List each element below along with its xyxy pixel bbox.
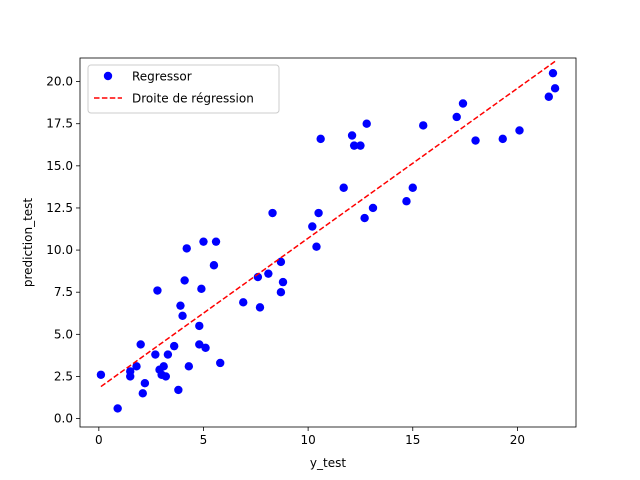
y-axis-ticks: 0.0 2.5 5.0 7.5 10.0 12.5 15.0 17.5 20.0 bbox=[46, 75, 80, 426]
regressor-point bbox=[140, 378, 150, 388]
regressor-point bbox=[184, 362, 194, 371]
regressor-point bbox=[278, 277, 288, 287]
regressor-point bbox=[362, 119, 371, 128]
regressor-point bbox=[268, 208, 277, 218]
legend-label-regression-line: Droite de régression bbox=[132, 92, 254, 106]
regressor-point bbox=[471, 136, 480, 145]
y-tick-label: 17.5 bbox=[46, 117, 73, 131]
x-tick-label: 5 bbox=[200, 433, 208, 447]
regressor-point bbox=[408, 183, 417, 192]
regressor-point bbox=[174, 385, 183, 395]
regressor-point bbox=[209, 261, 219, 270]
regressor-point bbox=[264, 269, 273, 278]
regressor-point bbox=[339, 183, 348, 192]
regressor-point bbox=[197, 284, 206, 294]
regressor-point bbox=[239, 298, 248, 307]
regressor-point bbox=[159, 362, 168, 371]
x-tick-label: 10 bbox=[300, 433, 315, 447]
regressor-point bbox=[419, 121, 428, 130]
regression-line bbox=[100, 60, 556, 388]
regressor-point bbox=[163, 350, 173, 359]
regressor-point bbox=[347, 131, 357, 140]
regressor-point bbox=[199, 237, 208, 246]
regressor-point bbox=[195, 321, 204, 331]
regressor-point bbox=[216, 358, 225, 368]
regressor-point bbox=[316, 134, 325, 144]
regressor-point bbox=[356, 141, 365, 150]
regressor-point bbox=[161, 372, 171, 381]
y-tick-label: 15.0 bbox=[46, 159, 73, 173]
y-tick-label: 12.5 bbox=[46, 201, 73, 215]
regressor-point bbox=[201, 343, 210, 353]
x-tick-label: 0 bbox=[95, 433, 103, 447]
regressor-point bbox=[402, 197, 411, 206]
regressor-point bbox=[368, 203, 378, 213]
regressor-point bbox=[153, 286, 162, 295]
regressor-point bbox=[544, 92, 553, 101]
regressor-point bbox=[169, 341, 179, 351]
regressor-point bbox=[498, 134, 507, 144]
y-tick-label: 2.5 bbox=[54, 369, 73, 383]
regressor-point bbox=[96, 370, 106, 379]
regressor-point bbox=[458, 99, 468, 108]
regressor-point bbox=[195, 340, 204, 349]
legend: Regressor Droite de régression bbox=[87, 64, 280, 114]
regressor-point bbox=[182, 244, 191, 253]
regressor-point bbox=[126, 367, 135, 376]
y-tick-label: 0.0 bbox=[54, 412, 73, 426]
regressor-point bbox=[515, 126, 524, 135]
regressor-point bbox=[151, 350, 160, 359]
regressor-point bbox=[349, 141, 359, 150]
regressor-point bbox=[550, 84, 560, 93]
regressor-point bbox=[138, 389, 147, 398]
regressor-point bbox=[136, 340, 145, 349]
x-tick-label: 15 bbox=[405, 433, 420, 447]
regressor-point bbox=[180, 276, 189, 285]
regressor-point bbox=[255, 303, 265, 312]
regressor-point bbox=[178, 311, 187, 320]
regressor-point bbox=[132, 362, 141, 371]
regressor-point bbox=[314, 208, 323, 218]
regressor-point bbox=[308, 222, 317, 231]
legend-label-regressor: Regressor bbox=[132, 70, 192, 84]
y-tick-label: 5.0 bbox=[54, 327, 73, 341]
legend-box bbox=[87, 64, 280, 114]
regressor-point bbox=[452, 112, 461, 122]
y-tick-label: 20.0 bbox=[46, 75, 73, 89]
legend-marker-regressor bbox=[103, 71, 113, 81]
x-tick-label: 20 bbox=[510, 433, 525, 447]
y-axis-label: prediction_test bbox=[21, 198, 35, 288]
plot-area bbox=[79, 57, 577, 428]
regressor-point bbox=[360, 213, 369, 223]
x-axis-ticks: 0 5 10 15 20 bbox=[95, 427, 525, 447]
x-axis-label: y_test bbox=[310, 456, 346, 470]
y-tick-label: 10.0 bbox=[46, 243, 73, 257]
regressor-point bbox=[312, 242, 321, 251]
plot-frame bbox=[79, 57, 577, 428]
regressor-point bbox=[176, 301, 185, 310]
regressor-point bbox=[548, 68, 558, 78]
regressor-point bbox=[276, 288, 286, 297]
regressor-point bbox=[211, 237, 221, 246]
y-tick-label: 7.5 bbox=[54, 285, 73, 299]
regressor-point bbox=[113, 404, 122, 413]
